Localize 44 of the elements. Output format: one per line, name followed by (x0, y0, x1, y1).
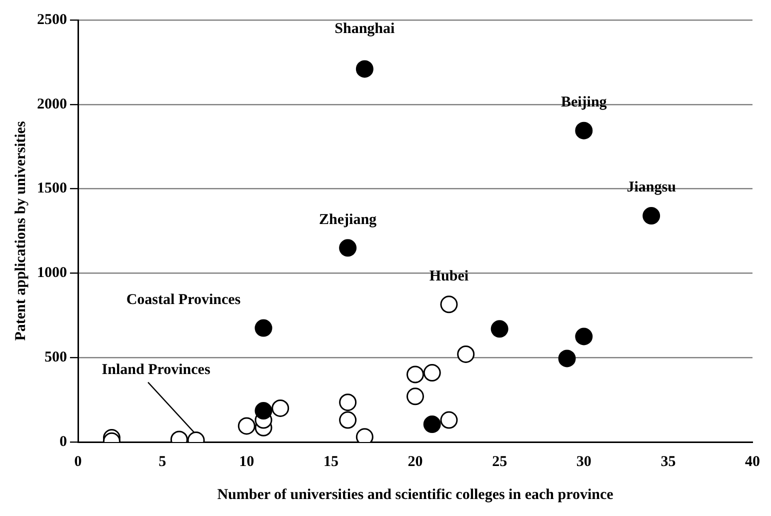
point (339, 394, 357, 412)
annotation: Coastal Provinces (126, 292, 241, 308)
x-tick-label: 35 (660, 454, 676, 470)
point (575, 122, 593, 140)
point (339, 411, 357, 429)
point (575, 328, 593, 346)
point (558, 350, 576, 368)
annotation: Inland Provinces (102, 362, 210, 378)
point (440, 296, 458, 314)
point (406, 388, 424, 406)
x-tick-label: 15 (323, 454, 338, 470)
y-tick-label: 2500 (37, 12, 67, 28)
annotation: Hubei (429, 268, 469, 284)
x-tick-label: 30 (576, 454, 592, 470)
y-tick-label: 500 (44, 349, 67, 366)
y-tick-label: 1000 (37, 265, 67, 282)
point (272, 399, 290, 417)
point (254, 319, 272, 337)
point (642, 207, 660, 225)
annotation: Beijing (560, 94, 608, 110)
y-tick-label: 1500 (37, 180, 67, 197)
point (490, 320, 508, 338)
point (457, 345, 475, 363)
point (238, 417, 256, 435)
x-tick-label: 20 (408, 454, 423, 470)
y-tick-label: 0 (60, 434, 67, 450)
x-tick-label: 5 (158, 454, 166, 470)
annotation: Shanghai (334, 20, 395, 37)
x-axis-title: Number of universities and scientific colleges in each province (217, 486, 614, 503)
point (339, 239, 357, 257)
point (406, 366, 424, 384)
x-tick-label: 0 (74, 454, 82, 470)
x-tick-label: 40 (745, 454, 760, 470)
point (440, 411, 458, 429)
x-tick-label: 25 (492, 454, 508, 470)
y-tick-label: 2000 (37, 96, 67, 112)
annotation: Zhejiang (319, 212, 378, 228)
y-axis-title: Patent applications by universities (12, 121, 29, 341)
x-tick-label: 10 (239, 454, 254, 470)
point (423, 364, 441, 382)
point (254, 402, 272, 420)
annotation: Jiangsu (626, 180, 676, 196)
point (356, 60, 374, 78)
point (423, 416, 441, 434)
